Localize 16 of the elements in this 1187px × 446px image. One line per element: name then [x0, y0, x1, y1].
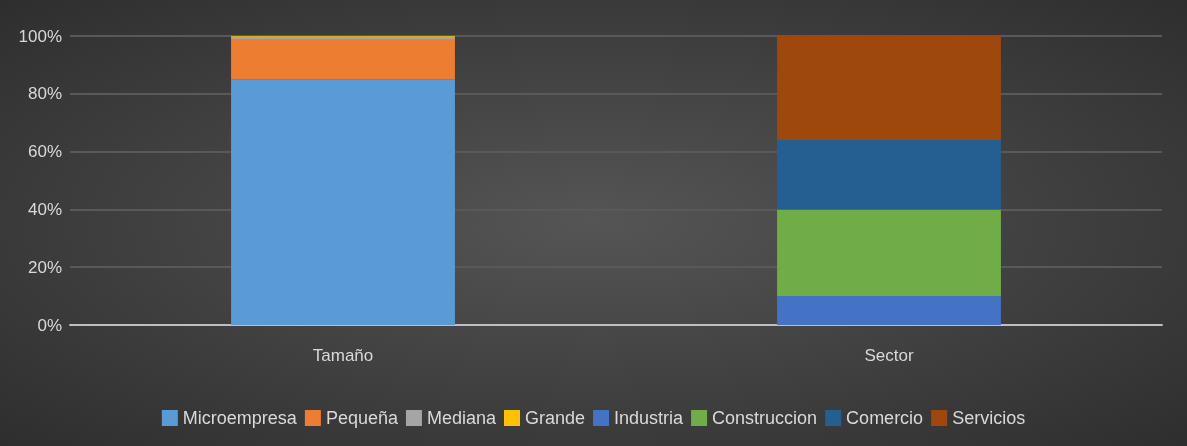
y-tick-label: 0%: [37, 315, 62, 335]
legend-label: Comercio: [846, 408, 924, 428]
x-tick-label: Sector: [864, 346, 914, 365]
x-tick-label: Tamaño: [312, 346, 374, 365]
y-tick-label: 40%: [27, 199, 62, 219]
legend-label: Servicios: [952, 408, 1026, 428]
legend-label: Construccion: [712, 408, 818, 428]
legend-label: Mediana: [426, 408, 497, 428]
y-tick-label: 80%: [27, 84, 62, 104]
y-tick-label: 60%: [27, 142, 62, 162]
y-tick-label: 20%: [27, 257, 62, 277]
legend-label: Microempresa: [182, 408, 298, 428]
y-tick-label: 100%: [18, 26, 62, 46]
legend-label: Industria: [614, 408, 685, 428]
legend-label: Grande: [524, 408, 586, 428]
legend-label: Pequeña: [325, 408, 399, 428]
